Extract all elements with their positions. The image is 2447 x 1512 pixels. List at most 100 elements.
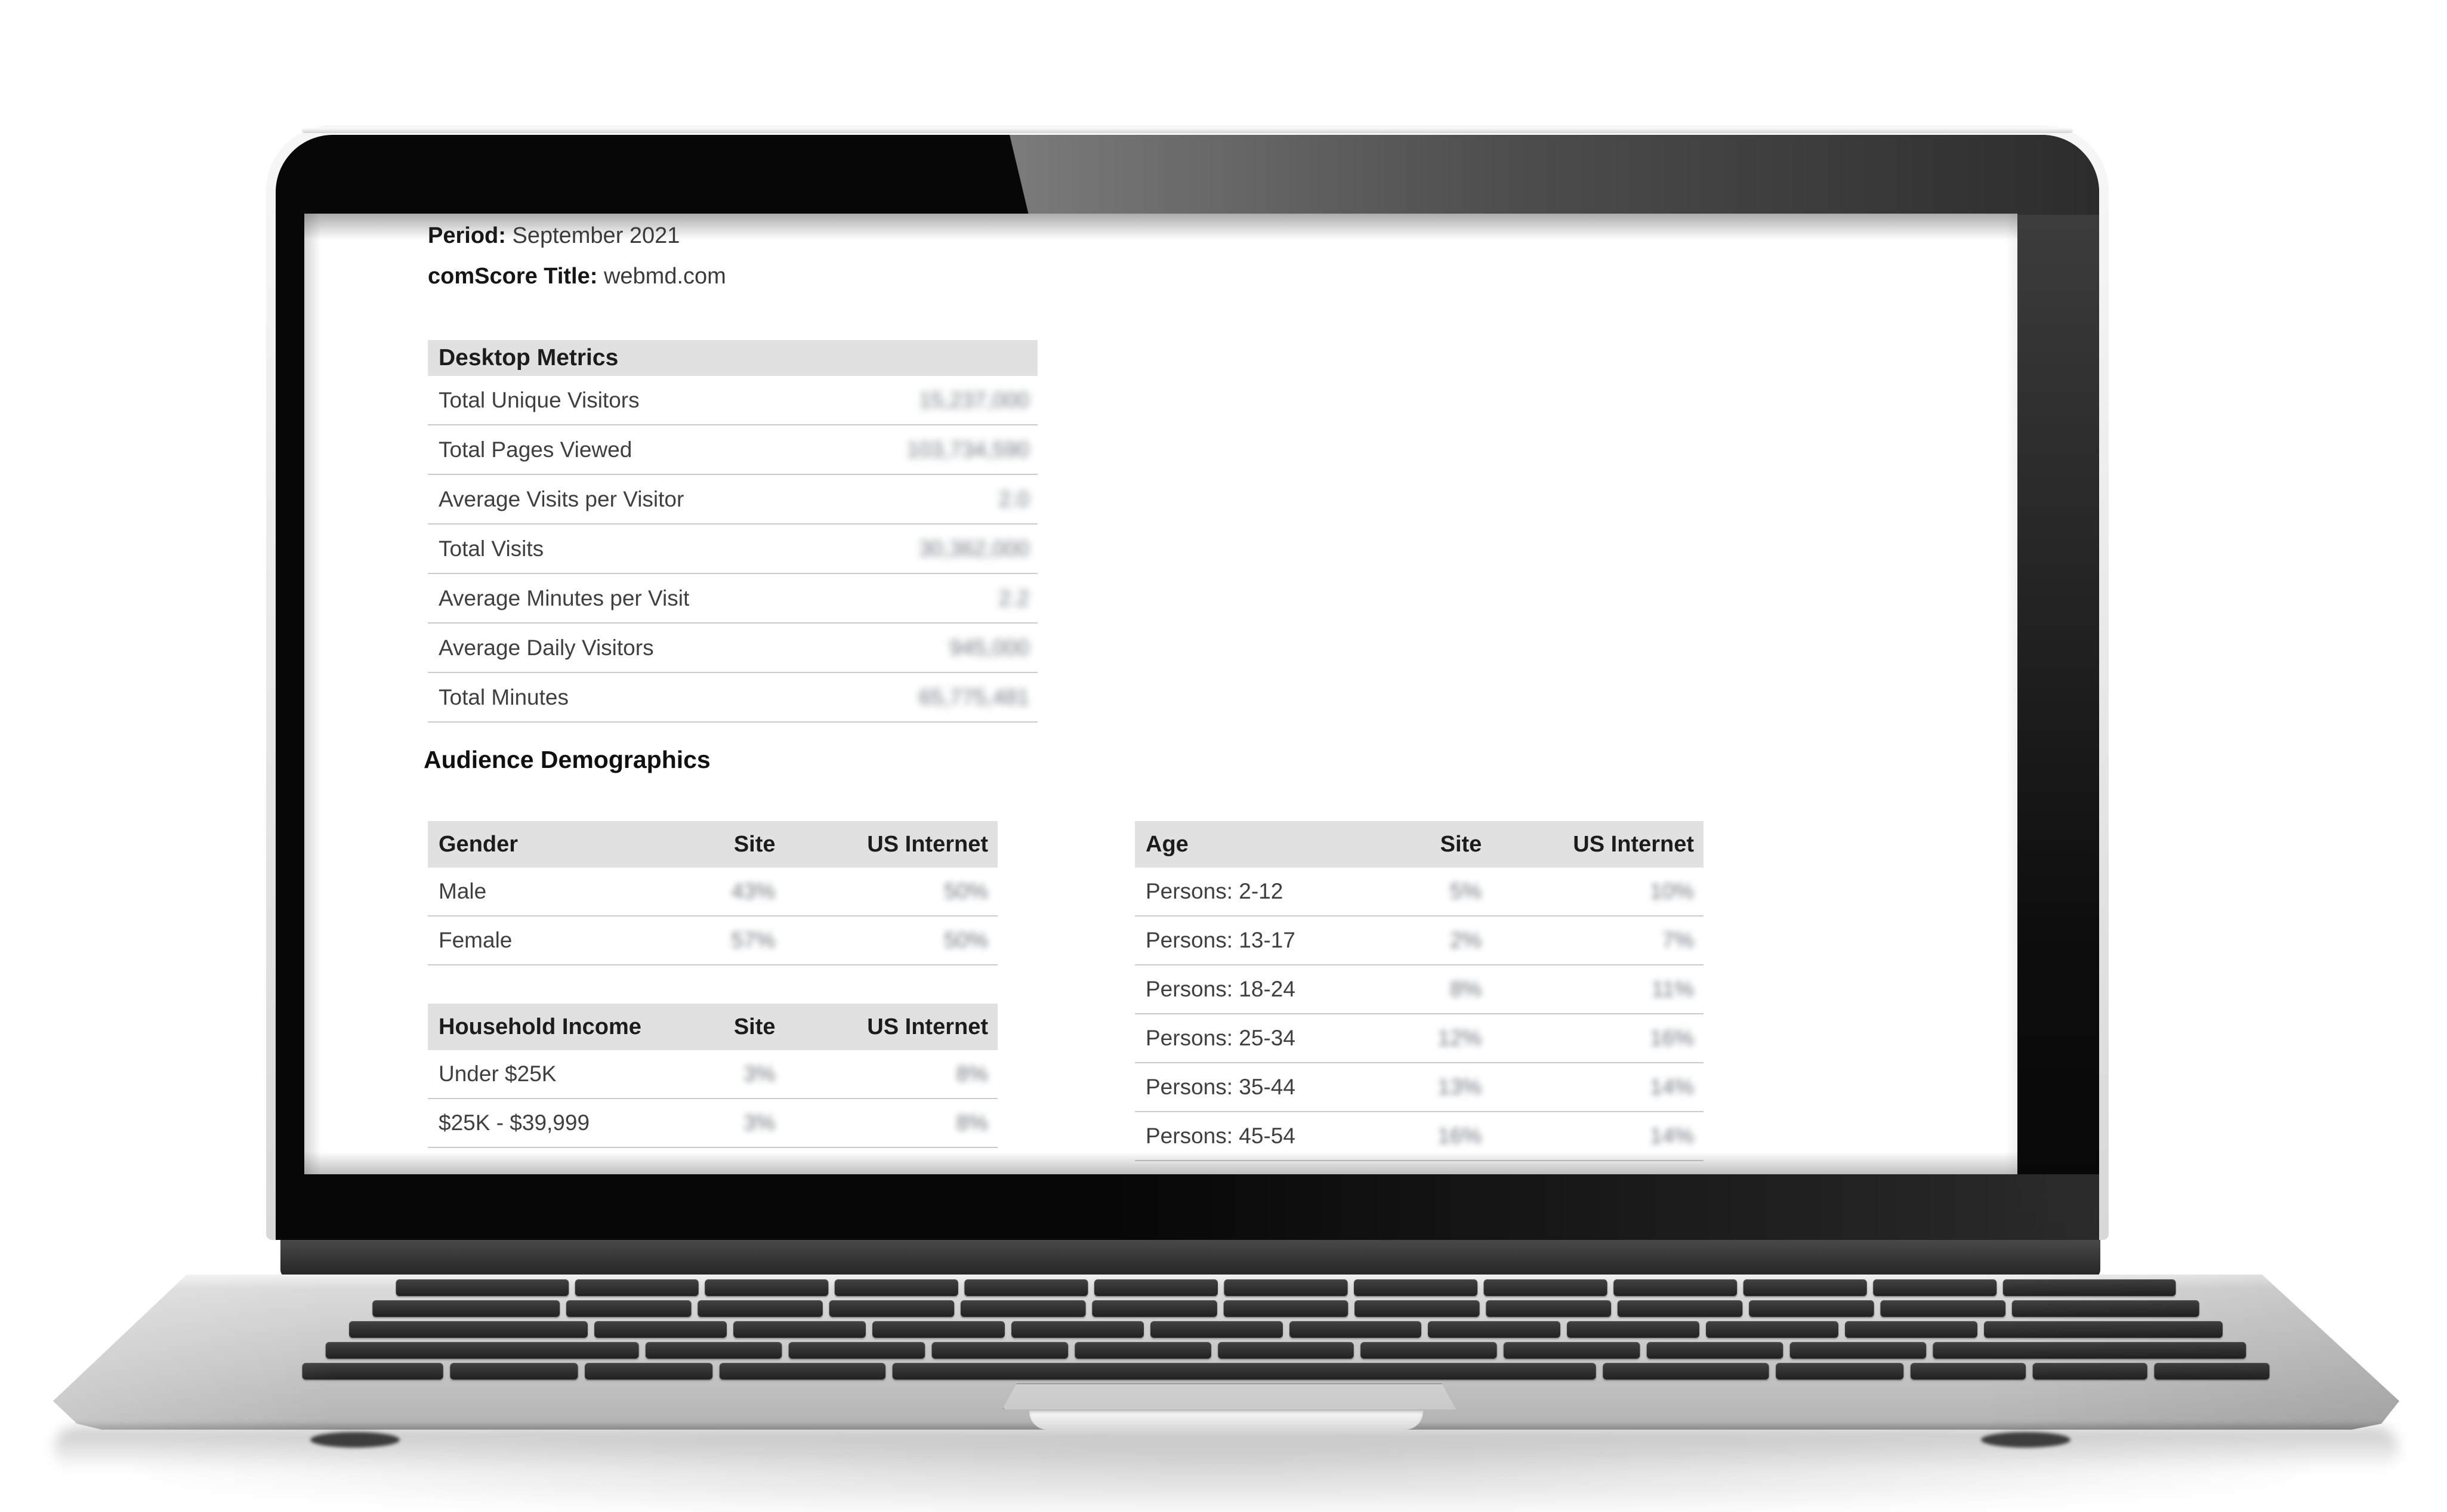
- keyboard-key: [1092, 1300, 1217, 1317]
- row-label: $25K - $39,999: [439, 1110, 590, 1135]
- column-header: US Internet: [867, 1014, 988, 1039]
- keyboard-key: [566, 1300, 692, 1317]
- metric-value-blurred: 945,000: [949, 635, 1029, 660]
- audience-demographics-heading: Audience Demographics: [424, 746, 711, 773]
- keyboard-key: [1217, 1342, 1354, 1359]
- keyboard-key: [1223, 1300, 1349, 1317]
- keyboard-key: [1743, 1279, 1867, 1296]
- keyboard-key: [1617, 1300, 1743, 1317]
- keyboard-key: [1749, 1300, 1874, 1317]
- metric-row: Total Visits 30,362,000: [428, 524, 1038, 574]
- keyboard-key: [1360, 1342, 1497, 1359]
- laptop-keyboard: [302, 1279, 2270, 1384]
- metric-label: Total Visits: [439, 536, 544, 561]
- keyboard-row: [325, 1342, 2247, 1359]
- metric-label: Average Minutes per Visit: [439, 585, 690, 610]
- keyboard-key: [733, 1321, 866, 1338]
- keyboard-key: [1011, 1321, 1144, 1338]
- row-label: Persons: 45-54: [1146, 1124, 1295, 1148]
- metric-value-blurred: 2.0: [998, 486, 1029, 511]
- household-income-table: Household Income Site US Internet Under …: [428, 1004, 998, 1148]
- laptop-soft-shadow: [143, 1437, 2303, 1512]
- row-label: Persons: 2-12: [1146, 879, 1283, 903]
- keyboard-key: [1984, 1321, 2223, 1338]
- keyboard-key: [1789, 1342, 1926, 1359]
- keyboard-key: [1289, 1321, 1422, 1338]
- us-internet-value-blurred: 50%: [943, 928, 988, 952]
- keyboard-key: [372, 1300, 560, 1317]
- metric-row: Total Minutes 65,775,481: [428, 673, 1038, 723]
- us-internet-value-blurred: 10%: [1649, 879, 1694, 903]
- gender-table: Gender Site US Internet Male 43% 50% Fem…: [428, 821, 998, 965]
- keyboard-key: [1224, 1279, 1348, 1296]
- laptop-screen-bezel: Period: September 2021 comScore Title: w…: [276, 135, 2099, 1240]
- site-value-blurred: 57%: [731, 928, 776, 952]
- bezel-glare-right: [2017, 215, 2099, 1239]
- keyboard-key: [1933, 1342, 2247, 1359]
- keyboard-key: [449, 1363, 578, 1380]
- table-row: Male 43% 50%: [428, 868, 998, 917]
- keyboard-key: [1075, 1342, 1211, 1359]
- laptop-foot-right: [1981, 1432, 2070, 1448]
- column-header: Household Income: [439, 1014, 641, 1039]
- keyboard-key: [1706, 1321, 1839, 1338]
- table-row: Persons: 25-34 12% 16%: [1135, 1014, 1704, 1063]
- metric-label: Average Visits per Visitor: [439, 486, 684, 511]
- us-internet-value-blurred: 16%: [1649, 1026, 1694, 1050]
- keyboard-key: [325, 1342, 639, 1359]
- site-value-blurred: 16%: [1437, 1124, 1482, 1148]
- site-value-blurred: 13%: [1437, 1075, 1482, 1099]
- metric-label: Total Minutes: [439, 684, 569, 709]
- keyboard-key: [1150, 1321, 1283, 1338]
- laptop-screen: Period: September 2021 comScore Title: w…: [304, 214, 2017, 1174]
- column-header: US Internet: [1573, 831, 1694, 857]
- keyboard-key: [646, 1342, 782, 1359]
- keyboard-key: [349, 1321, 588, 1338]
- table-row: Persons: 45-54 16% 14%: [1135, 1112, 1704, 1161]
- keyboard-key: [302, 1363, 443, 1380]
- keyboard-key: [1567, 1321, 1700, 1338]
- keyboard-key: [834, 1279, 958, 1296]
- us-internet-value-blurred: 11%: [1651, 977, 1694, 1001]
- keyboard-key: [2011, 1300, 2199, 1317]
- comscore-title-value: webmd.com: [603, 264, 726, 289]
- column-header: Age: [1146, 831, 1189, 857]
- keyboard-key: [1880, 1300, 2005, 1317]
- desktop-metrics-table: Desktop Metrics Total Unique Visitors 15,…: [428, 340, 1038, 723]
- keyboard-key: [1486, 1300, 1612, 1317]
- bezel-glare-top: [1010, 135, 2099, 215]
- keyboard-key: [1353, 1279, 1478, 1296]
- report-period-line: Period: September 2021: [428, 223, 680, 249]
- keyboard-key: [575, 1279, 699, 1296]
- site-value-blurred: 12%: [1437, 1026, 1482, 1050]
- site-value-blurred: 3%: [743, 1062, 776, 1086]
- keyboard-key: [1483, 1279, 1607, 1296]
- keyboard-key: [2002, 1279, 2176, 1296]
- site-value-blurred: 5%: [1449, 879, 1482, 903]
- column-header: Site: [733, 831, 776, 857]
- metric-value-blurred: 65,775,481: [918, 684, 1029, 709]
- metric-row: Average Daily Visitors 945,000: [428, 624, 1038, 673]
- age-table: Age Site US Internet Persons: 2-12 5% 10…: [1135, 821, 1704, 1161]
- keyboard-key: [698, 1300, 823, 1317]
- laptop-front-notch: [1029, 1411, 1423, 1430]
- bezel-glare-bottom: [1111, 1174, 2099, 1240]
- laptop-base-deck: [53, 1275, 2399, 1430]
- keyboard-key: [1094, 1279, 1218, 1296]
- keyboard-key: [960, 1300, 1086, 1317]
- row-label: Persons: 18-24: [1146, 977, 1295, 1001]
- column-header: Site: [1440, 831, 1482, 857]
- laptop-hinge: [280, 1239, 2100, 1278]
- household-income-table-header: Household Income Site US Internet: [428, 1004, 998, 1050]
- keyboard-key: [1845, 1321, 1978, 1338]
- metric-row: Total Pages Viewed 103,734,590: [428, 425, 1038, 475]
- column-header: US Internet: [867, 831, 988, 857]
- us-internet-value-blurred: 8%: [956, 1062, 988, 1086]
- metric-value-blurred: 15,237,000: [918, 387, 1029, 412]
- keyboard-spacebar: [892, 1363, 1596, 1380]
- keyboard-key: [931, 1342, 1068, 1359]
- comscore-title-label: comScore Title:: [428, 264, 598, 289]
- metric-row: Average Visits per Visitor 2.0: [428, 475, 1038, 524]
- keyboard-key: [705, 1279, 829, 1296]
